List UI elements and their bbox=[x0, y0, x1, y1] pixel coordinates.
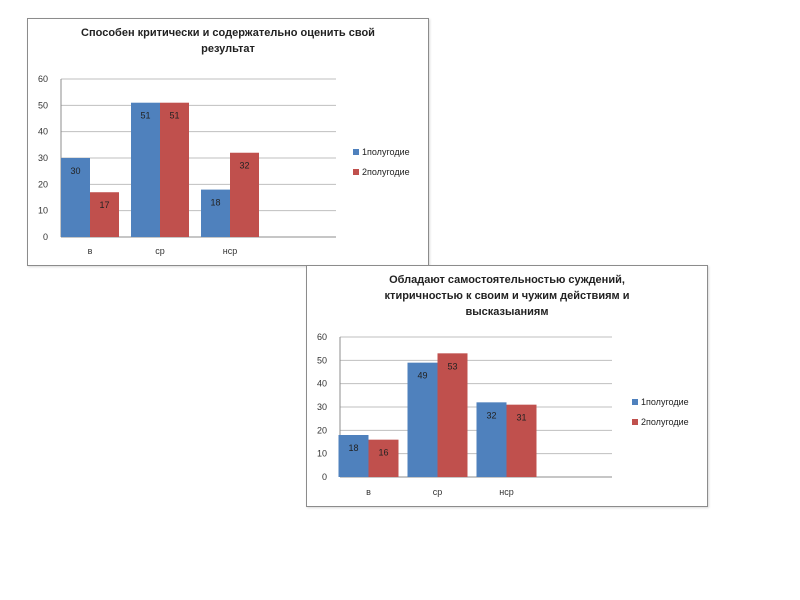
y-tick-label: 20 bbox=[38, 179, 48, 189]
y-tick-label: 0 bbox=[43, 232, 48, 242]
chart-title-line: высказыаниям bbox=[466, 306, 549, 318]
chart-title-line: ктиричностью к своим и чужим действиям и bbox=[385, 290, 630, 302]
data-label: 53 bbox=[447, 361, 457, 371]
bar bbox=[131, 102, 160, 237]
x-tick-label: в bbox=[88, 246, 93, 256]
chart-title-line: Обладают самостоятельностью суждений, bbox=[389, 274, 625, 286]
chart-title-line: Способен критически и содержательно оцен… bbox=[81, 27, 375, 39]
data-label: 51 bbox=[169, 111, 179, 121]
legend-label: 1полугодие bbox=[362, 147, 410, 157]
x-tick-label: нср bbox=[223, 246, 237, 256]
bar bbox=[160, 102, 189, 237]
data-label: 18 bbox=[348, 443, 358, 453]
y-tick-label: 20 bbox=[317, 425, 327, 435]
legend-swatch bbox=[632, 399, 638, 405]
y-tick-label: 50 bbox=[38, 100, 48, 110]
bar bbox=[437, 353, 468, 477]
y-tick-label: 30 bbox=[38, 153, 48, 163]
x-tick-label: ср bbox=[155, 246, 165, 256]
y-tick-label: 40 bbox=[317, 379, 327, 389]
x-tick-label: в bbox=[366, 487, 371, 497]
chart-1-svg: Способен критически и содержательно оцен… bbox=[38, 27, 410, 256]
bar bbox=[61, 158, 90, 237]
legend-swatch bbox=[353, 149, 359, 155]
bar bbox=[230, 152, 259, 237]
bar bbox=[338, 435, 369, 477]
bar bbox=[407, 362, 438, 477]
chart-title-line: результат bbox=[201, 43, 255, 55]
chart-2-svg: Обладают самостоятельностью суждений, кти… bbox=[317, 274, 689, 497]
bar bbox=[476, 402, 507, 477]
bar bbox=[506, 404, 537, 477]
chart-panel-1: Способен критически и содержательно оцен… bbox=[27, 18, 429, 266]
chart-panel-2: Обладают самостоятельностью суждений, кти… bbox=[306, 265, 708, 507]
y-tick-label: 50 bbox=[317, 355, 327, 365]
legend-label: 2полугодие bbox=[362, 167, 410, 177]
x-tick-label: нср bbox=[499, 487, 513, 497]
data-label: 16 bbox=[378, 448, 388, 458]
legend-label: 2полугодие bbox=[641, 417, 689, 427]
y-tick-label: 10 bbox=[38, 206, 48, 216]
y-tick-label: 60 bbox=[38, 74, 48, 84]
y-tick-label: 60 bbox=[317, 332, 327, 342]
data-label: 49 bbox=[417, 371, 427, 381]
data-label: 30 bbox=[70, 166, 80, 176]
bar bbox=[201, 189, 230, 237]
data-label: 18 bbox=[210, 198, 220, 208]
legend-swatch bbox=[353, 169, 359, 175]
y-tick-label: 10 bbox=[317, 449, 327, 459]
y-tick-label: 40 bbox=[38, 127, 48, 137]
data-label: 31 bbox=[516, 413, 526, 423]
bar bbox=[90, 192, 119, 237]
data-label: 51 bbox=[140, 111, 150, 121]
legend-label: 1полугодие bbox=[641, 397, 689, 407]
y-tick-label: 0 bbox=[322, 472, 327, 482]
y-tick-label: 30 bbox=[317, 402, 327, 412]
data-label: 32 bbox=[486, 410, 496, 420]
bar bbox=[368, 439, 399, 477]
legend-swatch bbox=[632, 419, 638, 425]
data-label: 32 bbox=[239, 161, 249, 171]
x-tick-label: ср bbox=[433, 487, 443, 497]
data-label: 17 bbox=[99, 200, 109, 210]
